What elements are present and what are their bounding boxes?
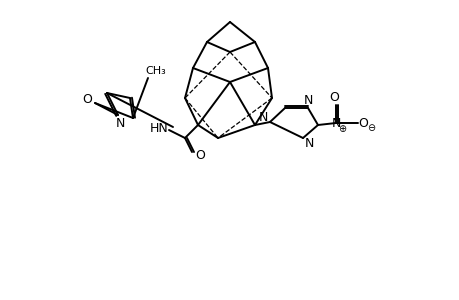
Text: N: N: [330, 116, 340, 130]
Text: N: N: [304, 136, 313, 149]
Text: ⊖: ⊖: [366, 123, 374, 133]
Text: O: O: [195, 148, 205, 161]
Text: HN: HN: [149, 122, 168, 134]
Text: O: O: [82, 92, 92, 106]
Text: CH₃: CH₃: [146, 66, 166, 76]
Text: ⊕: ⊕: [337, 124, 345, 134]
Text: O: O: [357, 116, 367, 130]
Text: N: N: [258, 110, 267, 124]
Text: N: N: [302, 94, 312, 106]
Text: O: O: [328, 91, 338, 103]
Text: N: N: [115, 116, 124, 130]
